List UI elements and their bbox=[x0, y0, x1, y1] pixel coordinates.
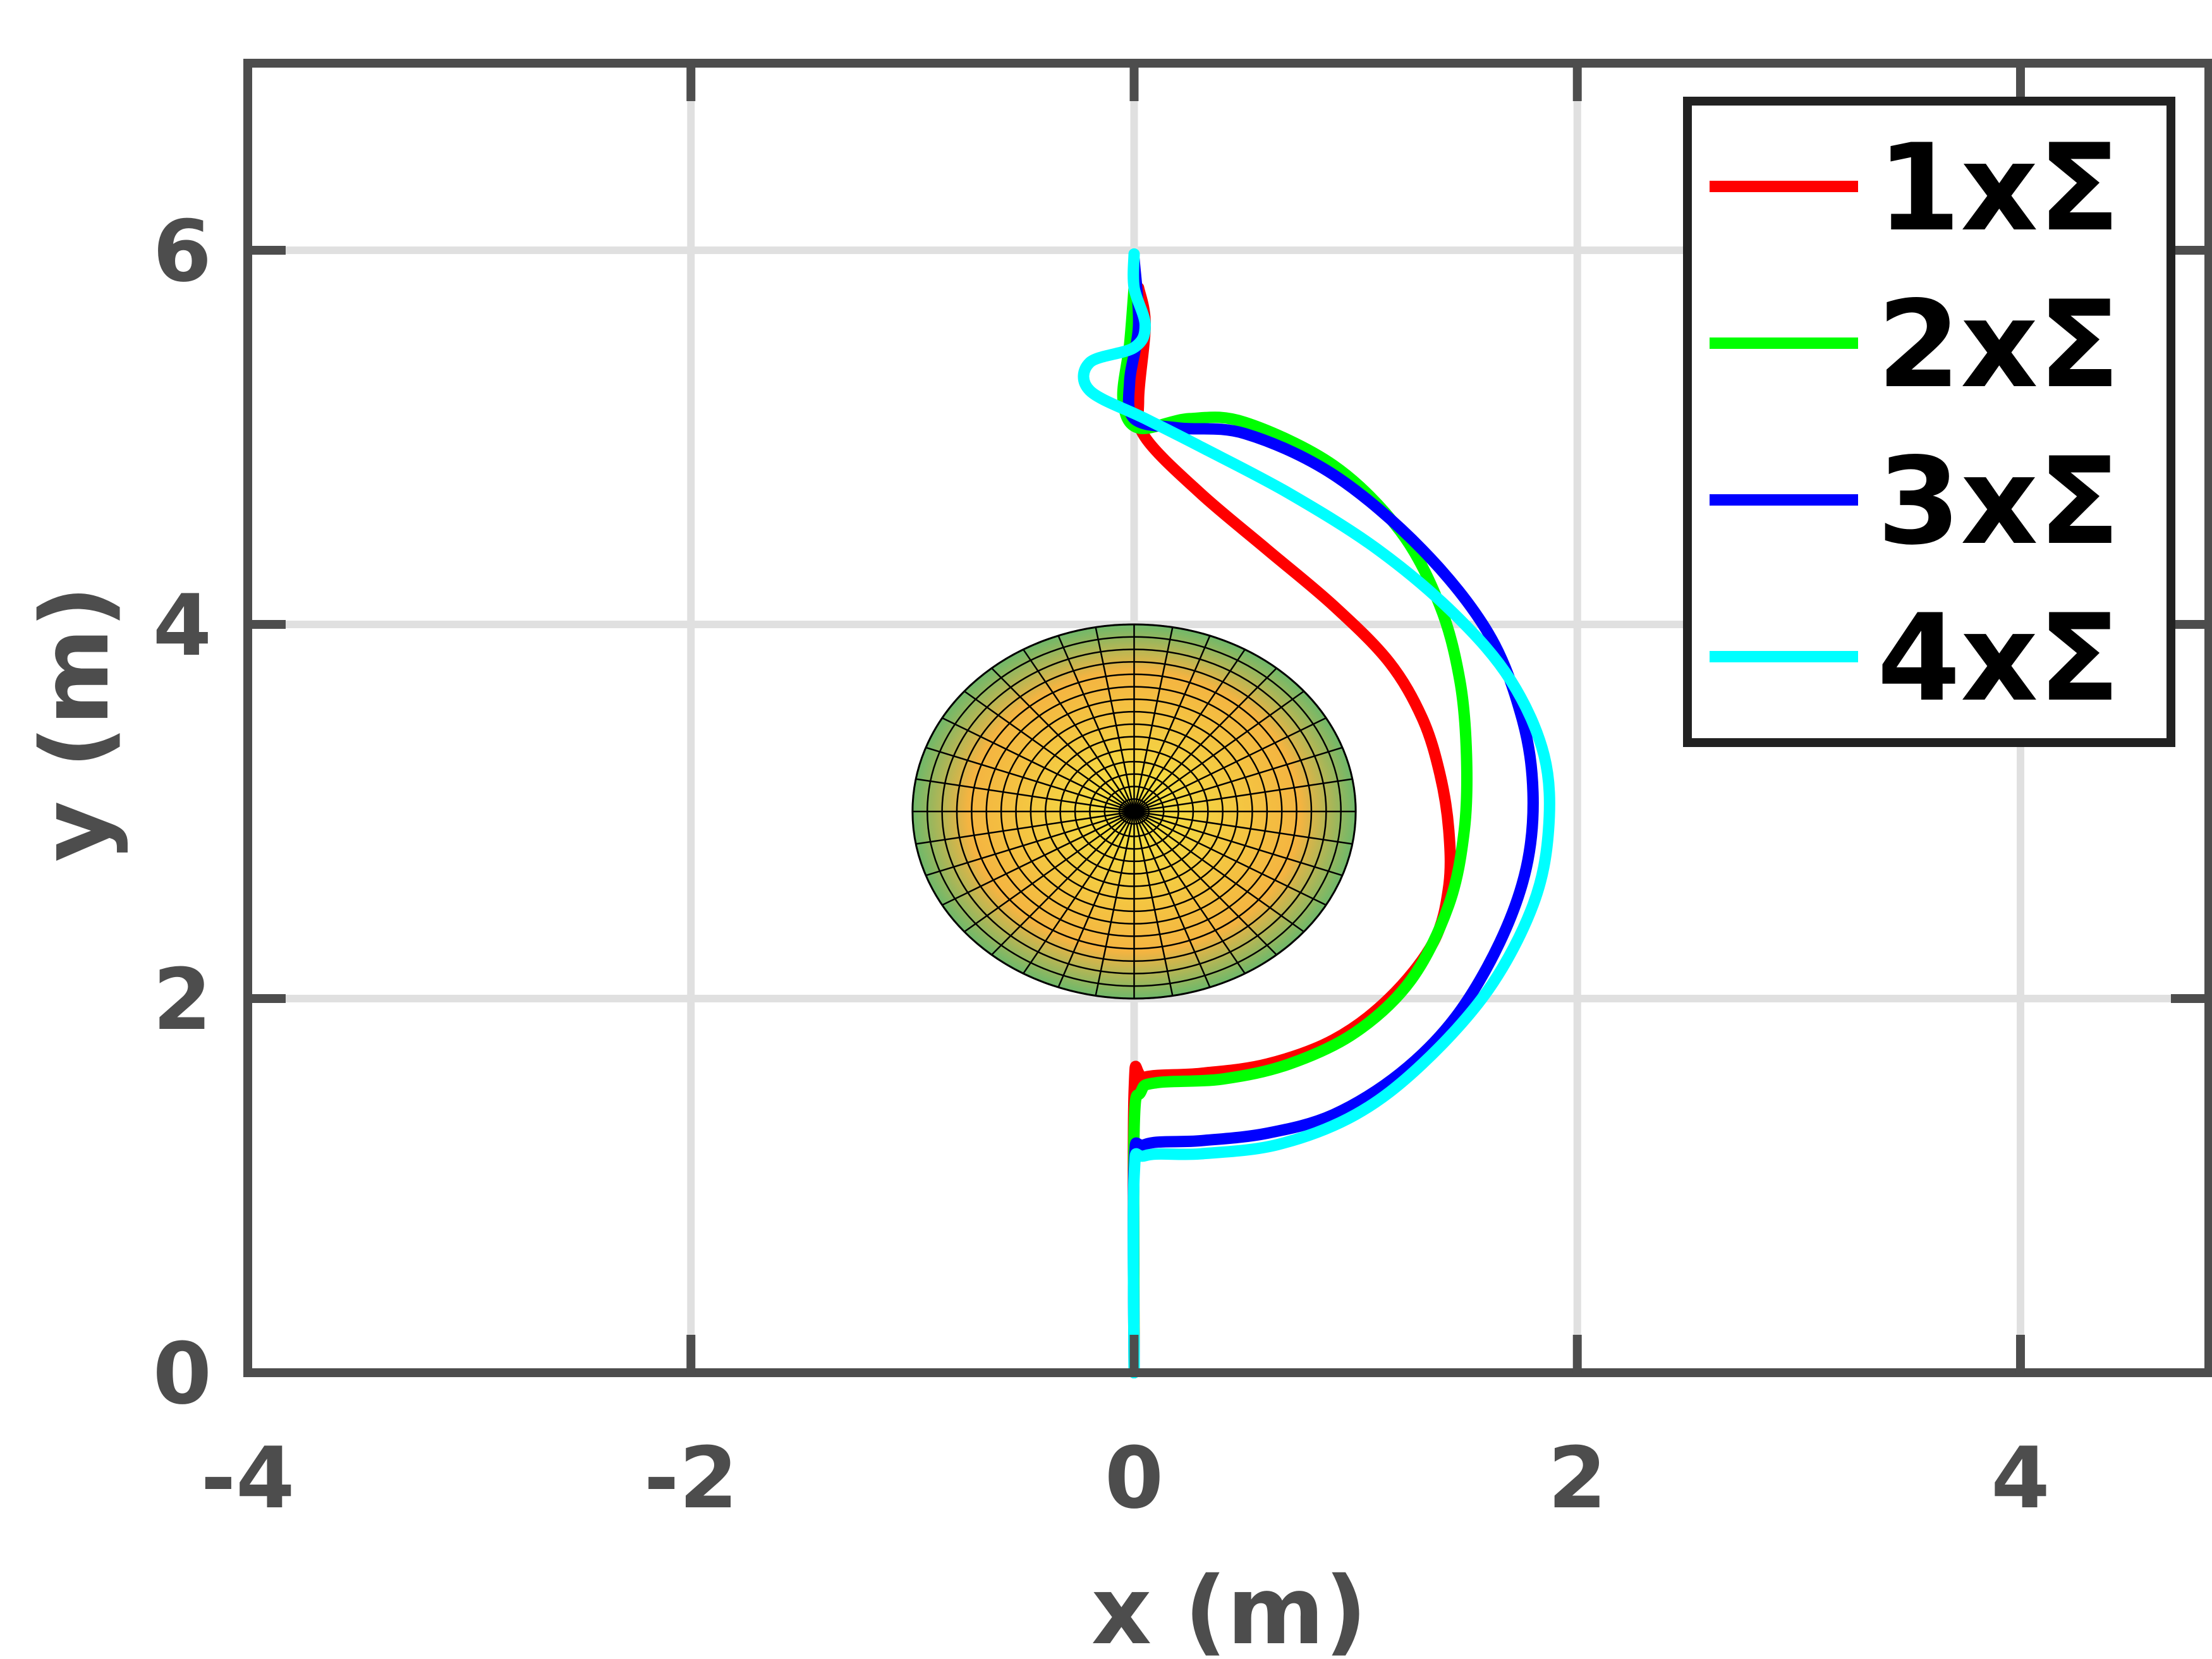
obstacle-spoke bbox=[1134, 746, 1343, 813]
legend-label-1: 1xΣ bbox=[1877, 118, 2120, 258]
legend-box bbox=[1683, 97, 2175, 747]
series-line-2 bbox=[1117, 282, 1473, 1378]
obstacle-disk bbox=[911, 623, 1357, 1000]
y-tick-label: 2 bbox=[153, 951, 212, 1049]
x-tick-label: 0 bbox=[1105, 1429, 1164, 1528]
y-tick-label: 6 bbox=[153, 202, 212, 301]
x-tick-label: 2 bbox=[1548, 1429, 1607, 1528]
obstacle-spoke bbox=[1095, 627, 1135, 812]
tick-labels: -4 -2 0 2 4 0 2 4 6 bbox=[153, 202, 2050, 1528]
obstacle-spoke bbox=[1057, 635, 1135, 812]
obstacle-spoke bbox=[942, 810, 1135, 906]
obstacle-spoke bbox=[1133, 811, 1174, 996]
obstacle-spoke bbox=[1133, 690, 1304, 813]
y-axis-label: y (m) bbox=[21, 585, 130, 862]
obstacle-spoke bbox=[925, 746, 1134, 813]
obstacle-spoke bbox=[964, 690, 1135, 813]
obstacle-spoke bbox=[1134, 810, 1352, 845]
obstacle-spoke bbox=[1133, 627, 1174, 812]
obstacle-spoke bbox=[1133, 811, 1211, 988]
obstacle-spoke bbox=[916, 778, 1134, 813]
obstacle-spoke bbox=[1133, 811, 1277, 956]
obstacle-spoke bbox=[964, 810, 1135, 933]
obstacle-spoke bbox=[1023, 811, 1135, 975]
obstacle-spoke bbox=[1133, 667, 1277, 812]
obstacle-spoke bbox=[942, 717, 1135, 813]
legend-label-4: 4xΣ bbox=[1877, 588, 2120, 728]
legend: 1xΣ 2xΣ 3xΣ 4xΣ bbox=[1683, 97, 2175, 747]
y-tick-label: 4 bbox=[153, 576, 212, 675]
obstacle-spoke bbox=[1057, 811, 1135, 988]
obstacle-spoke bbox=[991, 811, 1135, 956]
obstacle-spoke bbox=[1133, 811, 1246, 975]
series-line-3 bbox=[1122, 253, 1539, 1378]
y-tick-label: 0 bbox=[153, 1325, 212, 1423]
legend-label-3: 3xΣ bbox=[1877, 432, 2120, 571]
x-tick-label: -4 bbox=[201, 1429, 295, 1528]
obstacle-spoke bbox=[991, 667, 1135, 812]
legend-label-2: 2xΣ bbox=[1877, 275, 2120, 415]
ticks bbox=[243, 63, 2209, 1377]
obstacle-spoke bbox=[1133, 648, 1246, 812]
axes-frame bbox=[243, 59, 2212, 1377]
x-axis-label: x (m) bbox=[1091, 1557, 1367, 1659]
obstacle-spoke bbox=[1095, 811, 1135, 996]
x-tick-label: 4 bbox=[1991, 1429, 2050, 1528]
obstacle-spoke bbox=[1134, 810, 1343, 877]
obstacle-spoke bbox=[925, 810, 1134, 877]
series-line-1 bbox=[1127, 282, 1456, 1378]
obstacle-spoke bbox=[1023, 648, 1135, 812]
plot-border bbox=[243, 59, 2212, 1377]
x-tick-label: -2 bbox=[644, 1429, 738, 1528]
obstacle-spoke bbox=[1134, 778, 1352, 813]
obstacle-spoke bbox=[1133, 810, 1304, 933]
obstacle-spoke bbox=[916, 810, 1134, 845]
obstacle-spoke bbox=[1133, 810, 1327, 906]
obstacle-spoke bbox=[1133, 635, 1211, 812]
obstacle-spoke bbox=[1133, 717, 1327, 813]
series-lines bbox=[1078, 248, 1555, 1378]
series-line-4 bbox=[1078, 248, 1555, 1378]
